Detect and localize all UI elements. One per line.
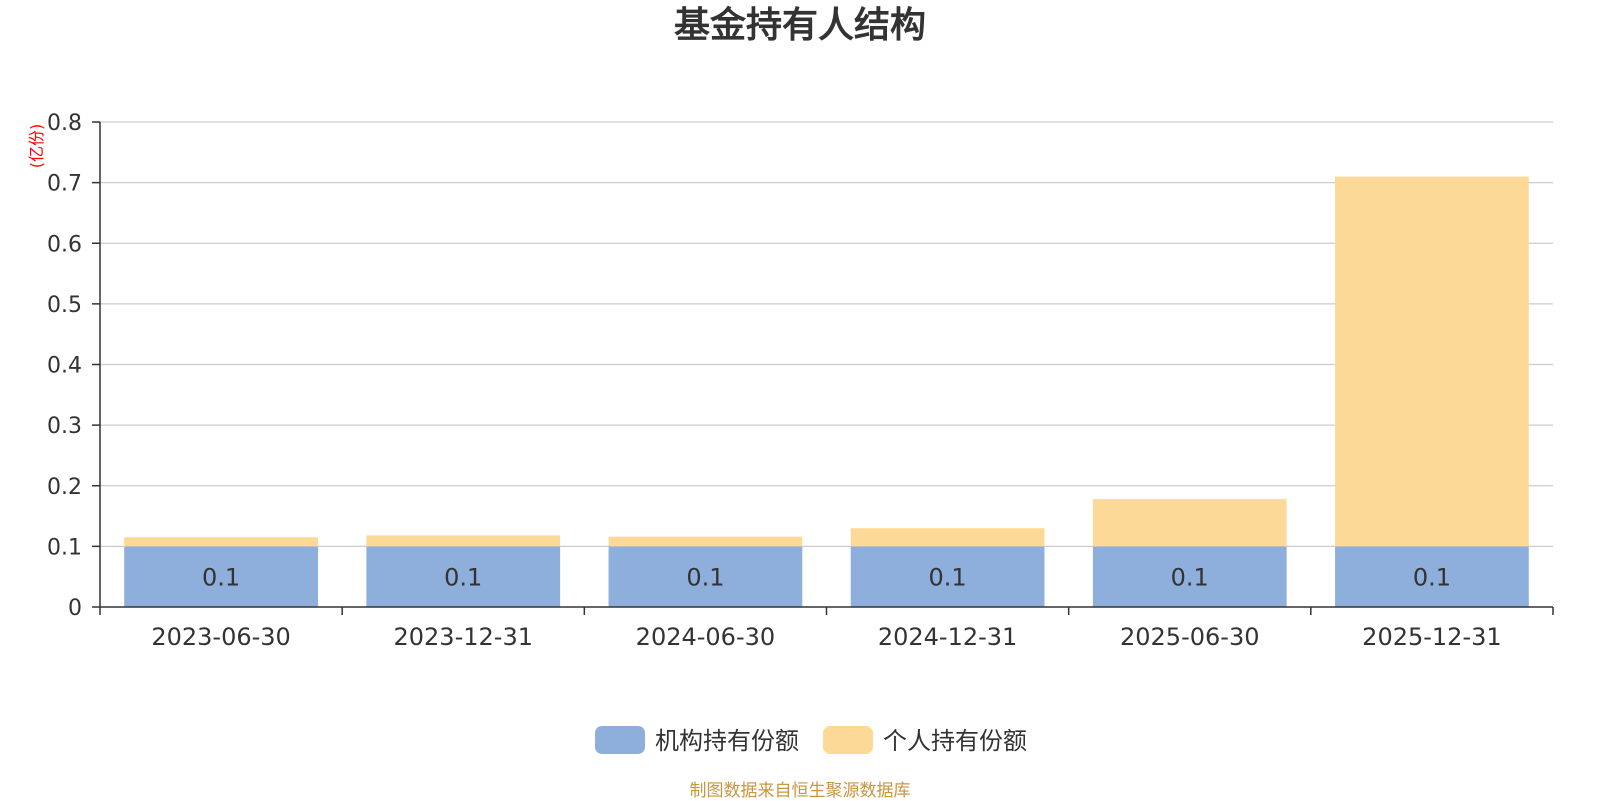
bar-data-label: 0.1 xyxy=(928,564,966,592)
bar-institutional[interactable] xyxy=(1335,546,1529,607)
y-tick-label: 0.4 xyxy=(47,354,82,379)
bar-individual[interactable] xyxy=(608,536,803,547)
x-tick-label: 2025-06-30 xyxy=(1120,623,1259,651)
x-tick-label: 2023-12-31 xyxy=(394,623,533,651)
bar-individual[interactable] xyxy=(1335,176,1529,547)
bar-individual[interactable] xyxy=(124,537,318,547)
legend-swatch xyxy=(823,726,873,754)
bar-data-label: 0.1 xyxy=(1413,564,1451,592)
legend-item-institutional[interactable]: 机构持有份额 xyxy=(595,726,799,755)
bar-institutional[interactable] xyxy=(850,546,1045,607)
chart-title: 基金持有人结构 xyxy=(673,5,926,46)
y-tick-label: 0.7 xyxy=(47,172,82,197)
bar-institutional[interactable] xyxy=(124,546,318,607)
legend-swatch xyxy=(595,726,645,754)
axes xyxy=(92,121,1554,615)
bar-institutional[interactable] xyxy=(1092,546,1287,607)
bar-individual[interactable] xyxy=(850,528,1045,547)
bar-individual[interactable] xyxy=(366,535,561,547)
y-tick-label: 0.2 xyxy=(47,475,82,500)
bar-individual[interactable] xyxy=(1092,499,1287,547)
bar-institutional[interactable] xyxy=(608,546,803,607)
labels: 0 0.1 0.2 0.3 0.4 0.5 0.6 0.7 0.8(亿份) 0.1 2023-06-… xyxy=(27,111,1502,651)
bars xyxy=(124,176,1529,607)
y-tick-label: 0.6 xyxy=(47,232,82,257)
bar-data-label: 0.1 xyxy=(202,564,240,592)
grid-lines xyxy=(100,121,1553,547)
x-tick-label: 2024-06-30 xyxy=(636,623,775,651)
bar-data-label: 0.1 xyxy=(444,564,482,592)
legend[interactable]: 机构持有份额 个人持有份额 xyxy=(595,726,1027,755)
y-tick-label: 0 xyxy=(68,596,82,621)
x-tick-label: 2024-12-31 xyxy=(878,623,1017,651)
bar-institutional[interactable] xyxy=(366,546,561,607)
legend-item-individual[interactable]: 个人持有份额 xyxy=(823,726,1027,755)
legend-label: 机构持有份额 xyxy=(655,727,799,755)
x-tick-label: 2025-12-31 xyxy=(1362,623,1501,651)
y-tick-label: 0.8 xyxy=(47,111,82,136)
y-axis-label: (亿份) xyxy=(27,124,46,169)
y-tick-label: 0.1 xyxy=(47,535,82,560)
x-tick-label: 2023-06-30 xyxy=(151,623,290,651)
legend-label: 个人持有份额 xyxy=(883,727,1027,755)
bar-data-label: 0.1 xyxy=(686,564,724,592)
source-note: 制图数据来自恒生聚源数据库 xyxy=(689,781,911,801)
y-tick-label: 0.3 xyxy=(47,414,82,439)
bar-data-label: 0.1 xyxy=(1171,564,1209,592)
y-tick-label: 0.5 xyxy=(47,293,82,318)
